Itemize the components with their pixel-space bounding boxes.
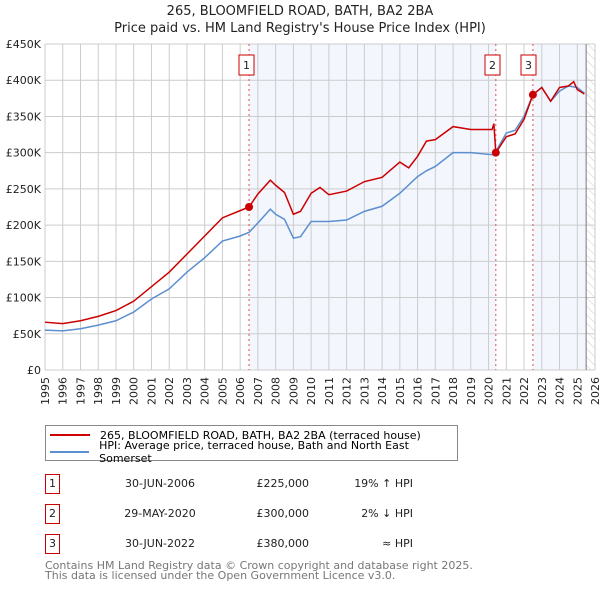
y-tick-label: £400K <box>6 74 42 87</box>
x-tick-label: 2019 <box>465 377 478 405</box>
property-price-line <box>44 80 585 325</box>
x-tick-label: 2025 <box>571 377 584 405</box>
x-tick-label: 2018 <box>447 377 460 405</box>
x-tick-label: 1996 <box>57 377 70 405</box>
x-tick-label: 2002 <box>163 377 176 405</box>
sale-hpi-comparison: ≈ HPI <box>382 537 413 550</box>
y-tick-label: £200K <box>6 219 42 232</box>
sale-label-box <box>484 54 501 76</box>
x-tick-label: 2012 <box>341 377 354 405</box>
shaded-range <box>249 44 496 370</box>
chart-subtitle: Price paid vs. HM Land Registry's House … <box>114 21 486 36</box>
legend: 265, BLOOMFIELD ROAD, BATH, BA2 2BA (ter… <box>45 425 458 465</box>
sale-date: 30-JUN-2022 <box>124 537 196 550</box>
y-tick-label: £450K <box>6 38 42 51</box>
chart-title: 265, BLOOMFIELD ROAD, BATH, BA2 2BA <box>166 4 434 19</box>
x-tick-label: 2017 <box>429 377 442 405</box>
legend-swatch-hpi <box>50 451 90 453</box>
x-tick-label: 2007 <box>252 377 265 405</box>
legend-swatch-property <box>50 434 90 436</box>
y-tick-label: £350K <box>6 110 42 123</box>
x-tick-label: 2020 <box>483 377 496 405</box>
x-tick-label: 2008 <box>270 377 283 405</box>
sale-label: 2 <box>489 59 496 72</box>
sale-label: 1 <box>243 59 250 72</box>
sale-hpi-comparison: 19% ↑ HPI <box>354 477 413 490</box>
x-tick-label: 2015 <box>394 377 407 405</box>
x-tick-label: 2003 <box>181 377 194 405</box>
x-tick-label: 2004 <box>199 377 212 405</box>
sale-point <box>528 90 537 99</box>
sale-hpi-comparison: 2% ↓ HPI <box>361 507 413 520</box>
x-tick-label: 2014 <box>376 377 389 405</box>
x-tick-label: 1995 <box>39 377 52 405</box>
y-tick-label: £300K <box>6 147 42 160</box>
y-tick-label: £250K <box>6 183 42 196</box>
x-tick-label: 2001 <box>145 377 158 405</box>
sale-date: 29-MAY-2020 <box>124 507 196 520</box>
sale-label: 3 <box>525 59 532 72</box>
sale-price: £380,000 <box>256 537 310 550</box>
sale-label-box <box>238 54 255 76</box>
sale-number: 1 <box>45 474 60 494</box>
x-tick-label: 2024 <box>554 377 567 405</box>
x-tick-label: 2010 <box>305 377 318 405</box>
legend-label-hpi: HPI: Average price, terraced house, Bath… <box>99 439 409 465</box>
footer-line-2: This data is licensed under the Open Gov… <box>45 569 396 582</box>
sale-number: 3 <box>45 534 60 554</box>
sale-number: 2 <box>45 504 60 524</box>
y-tick-label: £0 <box>27 364 41 377</box>
x-tick-label: 2022 <box>518 377 531 405</box>
sale-label-box <box>520 54 537 76</box>
sale-date: 30-JUN-2006 <box>124 477 196 490</box>
plot-area: 1995 1996 1997 1998 1999 2000 2001 2002 2003 2004… <box>6 38 600 405</box>
x-tick-label: 2023 <box>536 377 549 405</box>
y-tick-label: £150K <box>6 255 42 268</box>
x-tick-label: 1997 <box>74 377 87 405</box>
future-hatch <box>586 44 595 370</box>
sale-point <box>245 203 254 211</box>
y-tick-label: £50K <box>13 328 42 341</box>
x-tick-label: 2009 <box>287 377 300 405</box>
y-tick-label: £100K <box>6 292 42 305</box>
x-tick-label: 1999 <box>110 377 123 405</box>
x-tick-label: 1998 <box>92 377 105 405</box>
x-tick-label: 2021 <box>500 377 513 405</box>
sale-point <box>491 148 500 157</box>
x-tick-label: 2016 <box>412 377 425 405</box>
x-tick-label: 2000 <box>128 377 141 405</box>
sale-price: £300,000 <box>256 507 310 520</box>
sale-price: £225,000 <box>256 477 310 490</box>
x-tick-label: 2026 <box>589 377 600 405</box>
x-tick-label: 2006 <box>234 377 247 405</box>
footer-line-1: Contains HM Land Registry data © Crown c… <box>45 559 473 572</box>
legend-label-property: 265, BLOOMFIELD ROAD, BATH, BA2 2BA (ter… <box>100 428 421 442</box>
x-tick-label: 2011 <box>323 377 336 405</box>
x-tick-label: 2013 <box>358 377 371 405</box>
x-tick-label: 2005 <box>216 377 229 405</box>
